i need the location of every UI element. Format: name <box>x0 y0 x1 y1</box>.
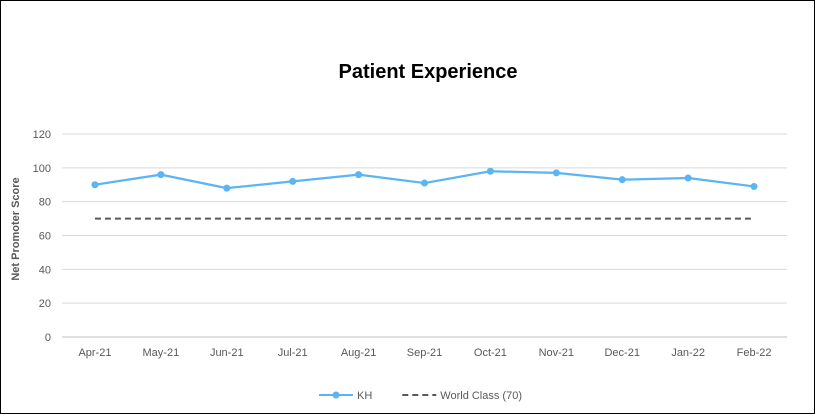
x-tick-label: Nov-21 <box>539 347 574 359</box>
data-point <box>421 179 428 187</box>
data-point <box>618 176 626 184</box>
chart-title: Patient Experience <box>339 61 518 83</box>
data-point <box>157 171 165 179</box>
y-tick-label: 40 <box>39 264 51 276</box>
data-point <box>750 182 758 190</box>
x-tick-label: Aug-21 <box>341 347 376 359</box>
y-tick-label: 60 <box>39 231 51 243</box>
gridlines <box>62 133 787 338</box>
y-tick-label: 120 <box>33 129 51 141</box>
y-axis-ticks: 0 20 40 60 80 100 120 <box>33 129 51 344</box>
x-axis-ticks: Apr-21 May-21 Jun-21 Jul-21 Aug-21 Sep-21 Oct-… <box>78 347 771 359</box>
x-tick-label: Jun-21 <box>210 347 244 359</box>
data-point <box>91 181 99 189</box>
x-tick-label: Jul-21 <box>278 347 308 359</box>
x-tick-label: Sep-21 <box>407 347 442 359</box>
x-tick-label: Oct-21 <box>474 347 507 359</box>
x-tick-label: Dec-21 <box>604 347 639 359</box>
y-tick-label: 20 <box>39 298 51 310</box>
y-axis-title: Net Promoter Score <box>10 177 22 280</box>
data-point <box>223 184 231 192</box>
x-tick-label: Apr-21 <box>78 347 111 359</box>
data-point <box>289 177 297 185</box>
series-layer <box>91 167 758 220</box>
legend-marker <box>332 391 340 399</box>
x-tick-label: Feb-22 <box>737 347 772 359</box>
y-tick-label: 80 <box>39 197 51 209</box>
y-tick-label: 0 <box>45 332 51 344</box>
data-point <box>355 171 363 179</box>
data-point <box>684 174 692 182</box>
legend-label: World Class (70) <box>440 390 522 402</box>
data-point <box>552 169 560 177</box>
y-tick-label: 100 <box>33 163 51 175</box>
x-tick-label: Jan-22 <box>671 347 705 359</box>
data-point <box>486 167 494 175</box>
x-tick-label: May-21 <box>143 347 180 359</box>
legend: KH World Class (70) <box>319 390 522 402</box>
legend-label: KH <box>357 390 372 402</box>
